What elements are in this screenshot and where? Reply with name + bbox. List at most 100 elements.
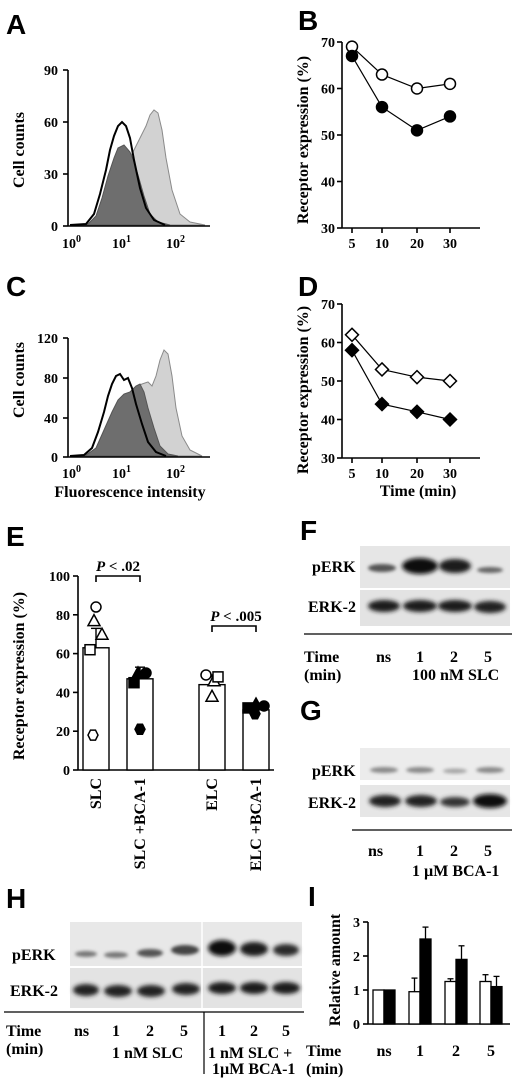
i-bar-1-1 <box>419 938 432 1025</box>
h-time-label: Time <box>6 1023 41 1040</box>
panel-label-d: D <box>298 271 318 302</box>
f-time-label: Time <box>304 649 339 666</box>
d-ytick-50: 50 <box>321 375 335 390</box>
svg-text:P < .02: P < .02 <box>96 559 140 575</box>
e-point <box>86 613 102 627</box>
d-ytick-70: 70 <box>321 298 335 313</box>
panel-label-b: B <box>298 5 318 36</box>
g-lane-1: 1 <box>416 843 424 860</box>
panel-g-blot <box>352 748 512 831</box>
i-bar-1-3 <box>490 985 503 1025</box>
b-xtick-20: 20 <box>410 237 424 252</box>
i-bar-1-2 <box>455 958 468 1025</box>
i-ytick-3: 3 <box>353 916 360 931</box>
h-treatment-2b: 1µM BCA-1 <box>212 1061 295 1078</box>
histogram-a-black <box>69 120 166 226</box>
panel-d-chart: 30 40 50 60 70 5 10 20 30 <box>321 298 480 482</box>
a-ytick-60: 60 <box>44 116 58 131</box>
panel-h-blot <box>4 920 304 1074</box>
panel-label-g: G <box>300 695 322 726</box>
h-lane-1a: 1 <box>112 1023 120 1040</box>
a-ytick-30: 30 <box>44 168 58 183</box>
d-series-0-point-0 <box>344 327 360 343</box>
b-ytick-30: 30 <box>321 222 335 237</box>
h-lane-2b: 2 <box>250 1023 258 1040</box>
b-ytick-70: 70 <box>321 36 335 51</box>
d-series-1-point-3 <box>442 411 458 428</box>
panel-f-blot <box>304 546 512 635</box>
g-perk-label: pERK <box>312 763 356 780</box>
e-bar-0 <box>82 647 110 771</box>
d-series-1-point-2 <box>409 404 425 420</box>
e-ytick-20: 20 <box>56 725 70 740</box>
d-series-1-line <box>351 349 451 421</box>
f-perk-band-2 <box>439 559 471 573</box>
c-ylabel: Cell counts <box>11 342 28 418</box>
e-category-3: ELC +BCA-1 <box>248 778 265 871</box>
f-perk-band-ns <box>368 564 396 572</box>
e-ytick-60: 60 <box>56 648 70 663</box>
e-point <box>90 601 102 613</box>
g-lane-ns: ns <box>368 843 383 860</box>
d-ytick-30: 30 <box>321 452 335 467</box>
h-treatment-2a: 1 nM SLC + <box>208 1045 292 1062</box>
h-erk2-label: ERK-2 <box>10 983 58 1000</box>
e-ytick-100: 100 <box>49 570 70 585</box>
f-lane-5: 5 <box>484 649 492 666</box>
i-ytick-2: 2 <box>353 950 360 965</box>
f-perk-band-1 <box>402 558 438 574</box>
i-category-2: 2 <box>452 1043 460 1060</box>
i-category-3: 5 <box>487 1043 495 1060</box>
d-xlabel: Time (min) <box>380 483 457 500</box>
c-xticks: 100 101 102 <box>62 464 185 482</box>
b-series-1-line <box>351 55 451 132</box>
panel-c-histogram <box>63 337 210 458</box>
a-xticks: 100 101 102 <box>62 234 185 252</box>
histogram-c-black <box>69 372 167 457</box>
e-bar-1 <box>126 678 154 771</box>
histogram-c-dark <box>69 383 179 457</box>
g-lane-5: 5 <box>484 843 492 860</box>
g-lane-2: 2 <box>450 843 458 860</box>
svg-text:100: 100 <box>62 234 81 252</box>
b-series-1-point-2 <box>410 124 424 137</box>
a-ytick-0: 0 <box>51 220 58 235</box>
e-point <box>200 669 212 681</box>
d-series-0-point-1 <box>374 361 390 378</box>
e-ytick-40: 40 <box>56 686 70 701</box>
c-ytick-40: 40 <box>44 412 58 427</box>
e-point <box>134 723 146 736</box>
f-erk2-label: ERK-2 <box>308 599 356 616</box>
e-pvalue-2: P < .005 <box>210 609 262 632</box>
svg-text:102: 102 <box>166 464 185 482</box>
i-category-0: ns <box>376 1043 391 1060</box>
c-ytick-80: 80 <box>44 372 58 387</box>
b-ytick-50: 50 <box>321 129 335 144</box>
e-point <box>87 729 99 741</box>
b-xtick-10: 10 <box>375 237 389 252</box>
e-point <box>258 700 270 712</box>
e-ytick-80: 80 <box>56 609 70 624</box>
panel-label-h: H <box>6 883 26 914</box>
svg-text:102: 102 <box>166 234 185 252</box>
e-category-2: ELC <box>204 778 221 811</box>
c-xlabel: Fluorescence intensity <box>54 484 205 501</box>
d-series-0-line <box>351 334 451 382</box>
b-ytick-60: 60 <box>321 83 335 98</box>
b-xtick-5: 5 <box>349 237 356 252</box>
c-ytick-120: 120 <box>37 332 58 347</box>
d-series-0-point-2 <box>409 369 425 385</box>
h-lane-ns: ns <box>74 1023 89 1040</box>
e-point <box>128 676 140 689</box>
d-xtick-10: 10 <box>375 467 389 482</box>
d-series-1-point-1 <box>374 396 390 412</box>
e-bar-3 <box>242 709 270 771</box>
e-ytick-0: 0 <box>63 764 70 779</box>
i-bar-0-3 <box>479 980 492 1025</box>
g-erk2-label: ERK-2 <box>308 795 356 812</box>
a-ytick-90: 90 <box>44 64 58 79</box>
panel-label-f: F <box>300 515 317 546</box>
f-perk-band-5 <box>477 567 503 573</box>
b-ytick-40: 40 <box>321 176 335 191</box>
